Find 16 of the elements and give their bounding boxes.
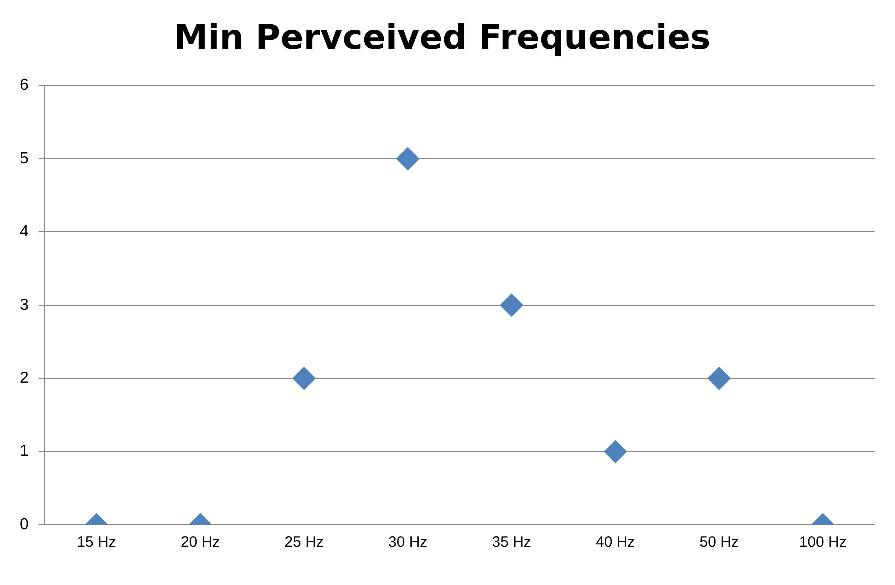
y-tick-label: 1 <box>20 443 29 460</box>
y-tick-label: 0 <box>20 516 29 534</box>
y-tick-label: 6 <box>20 77 29 94</box>
y-tick-label: 5 <box>20 150 29 168</box>
x-tick-label: 15 Hz <box>77 534 116 552</box>
y-tick-label: 4 <box>20 224 29 241</box>
x-tick-label: 30 Hz <box>388 534 428 552</box>
y-tick-label: 3 <box>20 296 29 314</box>
x-tick-label: 50 Hz <box>700 534 739 552</box>
x-tick-label: 25 Hz <box>284 534 324 552</box>
y-tick-label: 2 <box>20 370 29 388</box>
chart-title: Min Pervceived Frequencies <box>174 18 711 58</box>
x-tick-label: 20 Hz <box>180 534 220 552</box>
x-tick-label: 40 Hz <box>596 534 636 552</box>
x-tick-label: 100 Hz <box>799 534 847 552</box>
x-tick-label: 35 Hz <box>492 534 532 552</box>
